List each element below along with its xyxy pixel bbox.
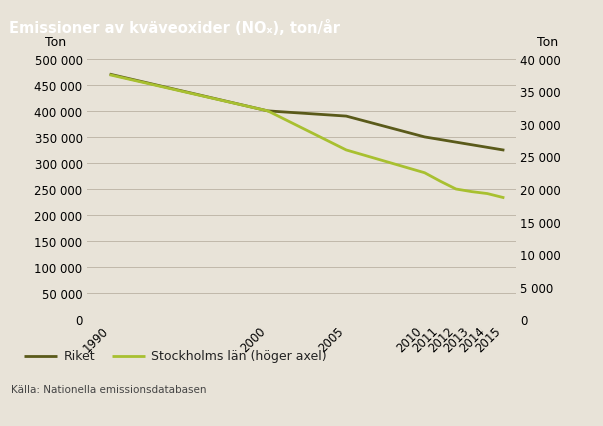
- Text: Stockholms län (höger axel): Stockholms län (höger axel): [151, 349, 326, 363]
- Text: Ton: Ton: [45, 36, 66, 49]
- Text: Ton: Ton: [537, 36, 558, 49]
- Text: Källa: Nationella emissionsdatabasen: Källa: Nationella emissionsdatabasen: [11, 384, 206, 394]
- Text: Riket: Riket: [63, 349, 95, 363]
- Text: Emissioner av kväveoxider (NOₓ), ton/år: Emissioner av kväveoxider (NOₓ), ton/år: [9, 20, 340, 36]
